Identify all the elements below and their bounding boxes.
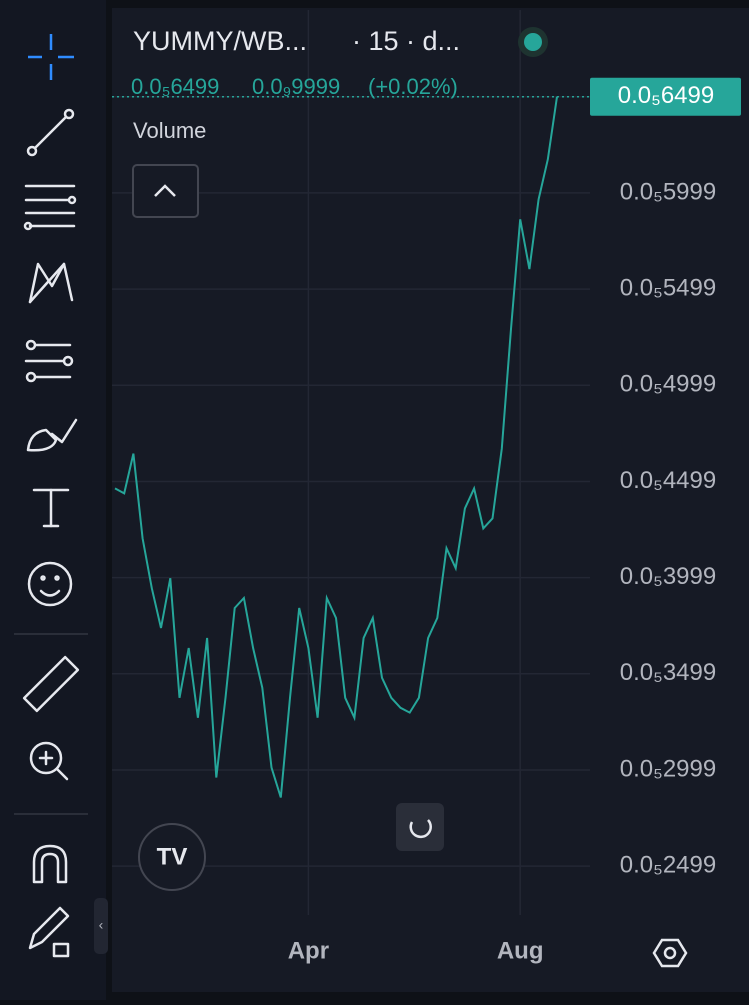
reset-button[interactable]	[396, 803, 444, 851]
collapse-toolbar[interactable]	[94, 898, 108, 954]
y-tick-label: 0.0₅5999	[620, 178, 716, 205]
toolbar	[0, 0, 106, 1000]
zoom-tool[interactable]	[29, 741, 69, 781]
y-tick-label: 0.0₅3499	[620, 659, 716, 686]
status-dot	[524, 33, 542, 51]
fib-tool[interactable]	[23, 184, 77, 231]
y-tick-label: 0.0₅5499	[620, 274, 716, 301]
y-tick-label: 0.0₅2499	[620, 851, 716, 878]
pattern-tool[interactable]	[28, 262, 74, 304]
last-price-label: 0.0₅6499	[618, 82, 714, 109]
brush-tool[interactable]	[26, 418, 78, 452]
collapse-arrow: ‹	[99, 917, 104, 933]
x-tick-label: Apr	[288, 937, 329, 964]
interval: · 15 · d...	[352, 26, 460, 56]
price: 0.0₅6499	[131, 74, 219, 99]
tv-logo[interactable]	[138, 823, 206, 891]
forecast-tool[interactable]	[24, 339, 74, 383]
chevron	[154, 184, 176, 197]
settings-button[interactable]	[652, 938, 688, 968]
emoji-tool[interactable]	[27, 561, 73, 607]
settings-dot	[663, 946, 677, 960]
y-tick-label: 0.0₅4499	[620, 467, 716, 494]
text-tool[interactable]	[32, 488, 70, 528]
reset-icon	[409, 819, 432, 839]
indicator-label: Volume	[133, 118, 206, 143]
y-tick-label: 0.0₅4999	[620, 371, 716, 398]
magnet-tool[interactable]	[32, 844, 68, 884]
last-price-tag	[590, 77, 741, 116]
collapse-indicators[interactable]	[132, 164, 199, 218]
x-tick-label: Aug	[497, 937, 544, 964]
change: 0.0₉9999	[252, 74, 340, 99]
lock-draw-tool[interactable]	[28, 906, 70, 958]
tv-logo-mark: TV	[157, 843, 188, 870]
ruler-tool[interactable]	[22, 655, 80, 713]
symbol: YUMMY/WB...	[133, 26, 307, 56]
crosshair-tool[interactable]	[28, 34, 74, 80]
price-line	[114, 96, 558, 798]
y-tick-label: 0.0₅3999	[620, 563, 716, 590]
y-tick-label: 0.0₅2999	[620, 755, 716, 782]
trendline-tool[interactable]	[26, 108, 75, 157]
change-percent: (+0.02%)	[368, 74, 458, 99]
